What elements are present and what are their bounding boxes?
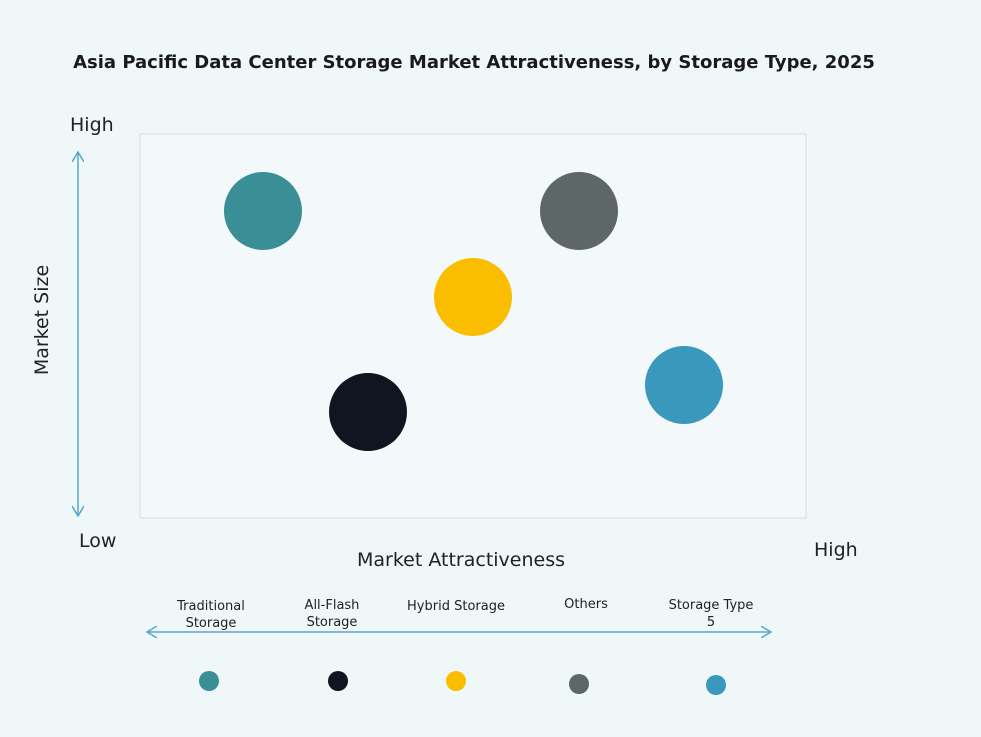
x-label: Market Attractiveness <box>357 549 566 571</box>
legend-dot <box>569 674 589 694</box>
x-high: High <box>814 539 858 561</box>
bubble <box>224 172 302 250</box>
legend-label: Hybrid Storage <box>407 599 505 614</box>
legend-dot <box>706 675 726 695</box>
legend-dot <box>199 671 219 691</box>
chart-title: Asia Pacific Data Center Storage Market … <box>73 52 875 73</box>
bubbles <box>199 172 726 695</box>
bubble <box>540 172 618 250</box>
legend-dot <box>328 671 348 691</box>
y-low: Low <box>79 530 117 552</box>
bubble <box>645 346 723 424</box>
legend-dot <box>446 671 466 691</box>
legend-label: Storage Type 5 <box>668 598 754 630</box>
bubble <box>329 373 407 451</box>
legend-label: Traditional Storage <box>177 599 245 631</box>
y-high: High <box>70 114 114 136</box>
legend-label: All-Flash Storage <box>304 598 360 630</box>
bubble <box>434 258 512 336</box>
y-label: Market Size <box>31 264 53 376</box>
legend-label: Others <box>564 597 608 612</box>
